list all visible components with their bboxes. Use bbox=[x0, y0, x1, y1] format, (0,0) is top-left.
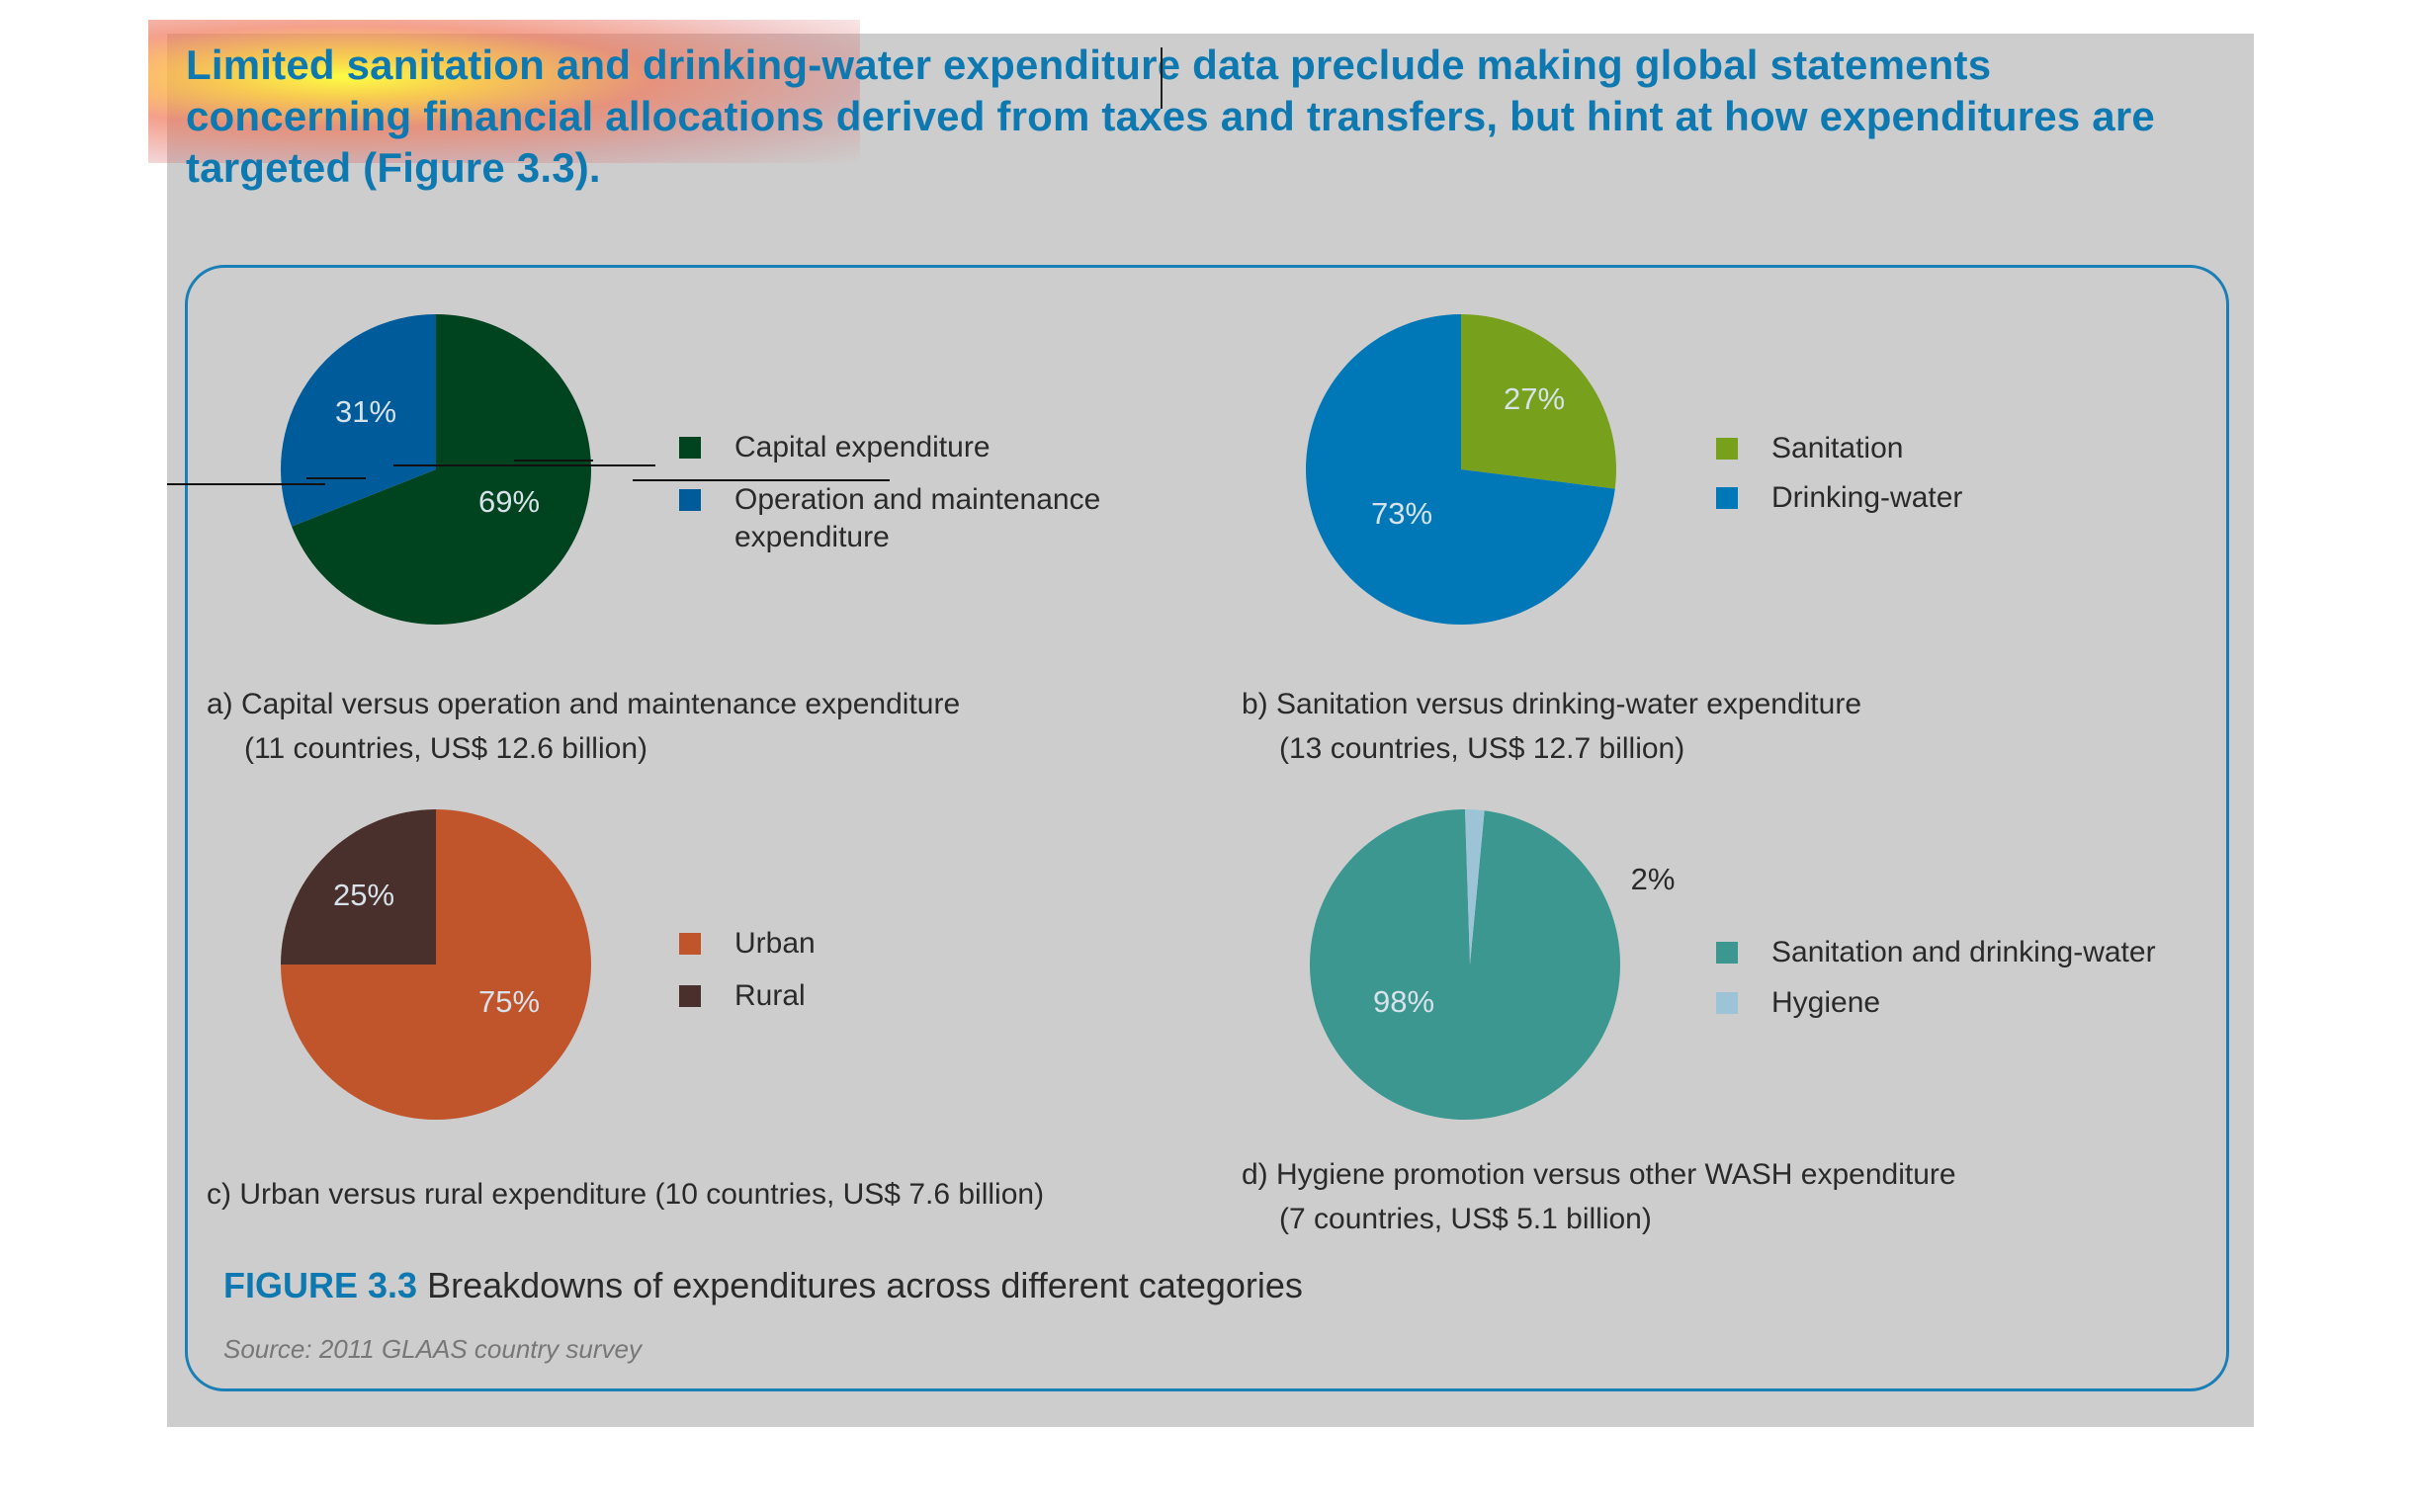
legend-item-hygiene: Hygiene bbox=[1716, 984, 1880, 1022]
pie-data-label: 75% bbox=[478, 984, 540, 1019]
legend-swatch bbox=[1716, 992, 1738, 1014]
legend-swatch bbox=[679, 489, 701, 511]
pie-data-label: 98% bbox=[1373, 984, 1434, 1019]
legend-swatch bbox=[1716, 487, 1738, 509]
figure-source: Source: 2011 GLAAS country survey bbox=[223, 1334, 642, 1364]
pie-data-label: 2% bbox=[1631, 862, 1676, 896]
caption-line: a) Capital versus operation and maintena… bbox=[207, 688, 961, 720]
legend-swatch bbox=[679, 985, 701, 1007]
annotation-stroke bbox=[514, 460, 593, 462]
caption-line: d) Hygiene promotion versus other WASH e… bbox=[1242, 1158, 1956, 1191]
annotation-stroke bbox=[306, 477, 366, 479]
annotation-stroke bbox=[393, 464, 655, 466]
pie-slice bbox=[292, 314, 592, 625]
caption-line: b) Sanitation versus drinking-water expe… bbox=[1242, 688, 1861, 720]
legend-label: Capital expenditure bbox=[734, 431, 991, 463]
caption-line: (13 countries, US$ 12.7 billion) bbox=[1279, 732, 1685, 765]
legend-item-urban: Urban bbox=[679, 925, 816, 963]
caption-b: b) Sanitation versus drinking-water expe… bbox=[1242, 682, 1861, 771]
legend-item-capital: Capital expenditure bbox=[679, 429, 991, 466]
legend-item-sanitation: Sanitation bbox=[1716, 430, 1903, 467]
pie-slice bbox=[281, 314, 436, 527]
caption-a: a) Capital versus operation and maintena… bbox=[207, 682, 960, 771]
text-cursor bbox=[1161, 47, 1163, 109]
legend-label: Drinking-water bbox=[1771, 481, 1963, 514]
pie-slice bbox=[1465, 809, 1485, 965]
legend-item-drinking-water: Drinking-water bbox=[1716, 479, 1962, 517]
legend-swatch bbox=[679, 437, 701, 459]
figure-label: FIGURE 3.3 bbox=[223, 1265, 418, 1305]
headline-text: Limited sanitation and drinking-water ex… bbox=[186, 42, 2155, 191]
caption-line: (7 countries, US$ 5.1 billion) bbox=[1279, 1203, 1652, 1235]
pie-slice bbox=[1309, 809, 1620, 1120]
legend-label: Operation and maintenance expenditure bbox=[734, 483, 1101, 553]
figure-frame bbox=[185, 265, 2229, 1391]
pie-data-label: 31% bbox=[335, 394, 396, 429]
legend-item-wash: Sanitation and drinking-water bbox=[1716, 934, 2156, 971]
figure-title-text: Breakdowns of expenditures across differ… bbox=[427, 1265, 1303, 1305]
legend-label: Sanitation and drinking-water bbox=[1771, 936, 2156, 968]
caption-line: c) Urban versus rural expenditure (10 co… bbox=[207, 1178, 1045, 1211]
legend-item-om: Operation and maintenance expenditure bbox=[679, 481, 1104, 556]
pie-data-label: 69% bbox=[478, 484, 540, 519]
caption-c: c) Urban versus rural expenditure (10 co… bbox=[207, 1172, 1044, 1217]
annotation-stroke bbox=[167, 483, 325, 485]
legend-swatch bbox=[1716, 438, 1738, 460]
pie-data-label: 27% bbox=[1504, 381, 1565, 416]
legend-label: Sanitation bbox=[1771, 432, 1904, 464]
legend-swatch bbox=[679, 933, 701, 955]
figure-title: FIGURE 3.3 Breakdowns of expenditures ac… bbox=[223, 1265, 1303, 1306]
legend-label: Rural bbox=[734, 979, 806, 1012]
pie-slice bbox=[1461, 314, 1616, 489]
caption-d: d) Hygiene promotion versus other WASH e… bbox=[1242, 1152, 1956, 1241]
legend-swatch bbox=[1716, 942, 1738, 964]
pie-slice bbox=[281, 809, 436, 965]
caption-line: (11 countries, US$ 12.6 billion) bbox=[244, 732, 647, 765]
legend-label: Hygiene bbox=[1771, 986, 1881, 1019]
pie-data-label: 73% bbox=[1371, 496, 1432, 531]
annotation-stroke bbox=[633, 479, 890, 481]
legend-item-rural: Rural bbox=[679, 977, 806, 1015]
pie-slice bbox=[1306, 314, 1615, 625]
pie-data-label: 25% bbox=[333, 878, 394, 912]
legend-label: Urban bbox=[734, 927, 816, 960]
